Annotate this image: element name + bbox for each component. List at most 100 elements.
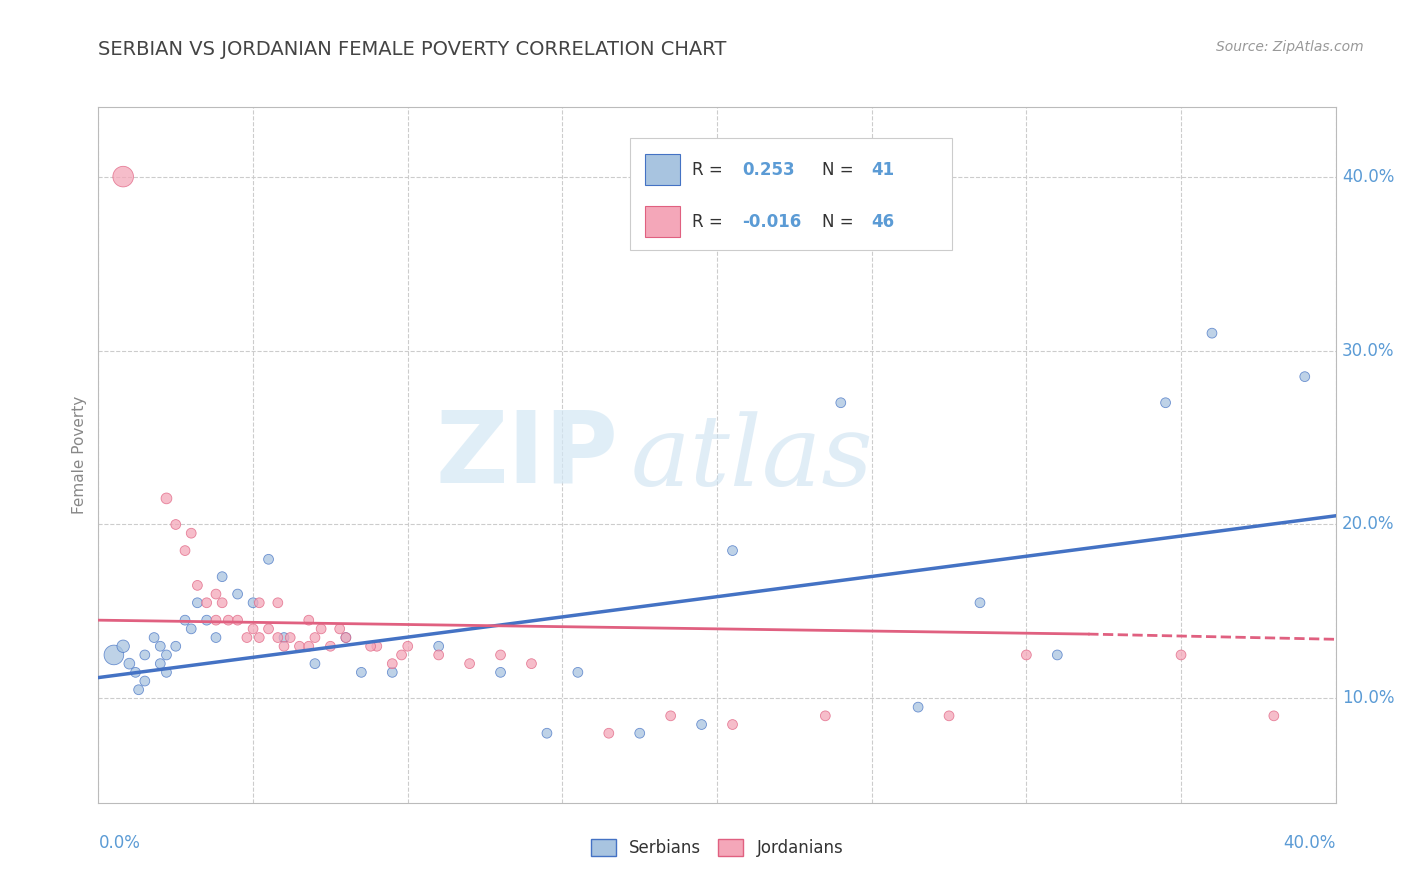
Point (174, 543, 197, 558)
FancyBboxPatch shape (630, 138, 952, 250)
Point (143, 631, 166, 645)
Point (458, 657, 481, 671)
Point (205, 587, 228, 601)
Point (217, 613, 239, 627)
Point (165, 639, 187, 653)
Point (134, 674, 156, 689)
Point (938, 708, 960, 723)
Legend: Serbians, Jordanians: Serbians, Jordanians (585, 832, 849, 864)
Y-axis label: Female Poverty: Female Poverty (72, 396, 87, 514)
Point (128, 682, 150, 697)
Text: 40.0%: 40.0% (1341, 168, 1395, 186)
Text: -0.016: -0.016 (742, 213, 801, 231)
Point (1294, 369, 1316, 384)
Point (112, 169, 135, 184)
Point (103, 648, 125, 662)
Point (211, 570, 233, 584)
Point (134, 648, 156, 662)
Point (1015, 648, 1038, 662)
Point (1170, 648, 1192, 662)
Point (124, 665, 146, 680)
Point (165, 517, 187, 532)
Point (247, 596, 270, 610)
Text: 20.0%: 20.0% (1341, 516, 1395, 533)
Point (489, 665, 512, 680)
Point (155, 648, 177, 662)
Point (257, 622, 280, 636)
Point (155, 491, 177, 506)
Point (814, 708, 837, 723)
Point (309, 622, 332, 636)
Point (690, 717, 713, 731)
Point (236, 631, 259, 645)
Point (381, 657, 404, 671)
Point (278, 631, 301, 645)
Point (267, 631, 290, 645)
Point (907, 700, 929, 714)
Text: ZIP: ZIP (436, 407, 619, 503)
Text: 10.0%: 10.0% (1341, 690, 1395, 707)
Point (149, 639, 172, 653)
Point (242, 596, 264, 610)
Point (721, 543, 744, 558)
Point (830, 395, 852, 409)
Point (335, 631, 357, 645)
Point (118, 657, 141, 671)
Point (350, 665, 373, 680)
Point (112, 639, 135, 653)
Text: 0.253: 0.253 (742, 161, 794, 178)
Point (969, 596, 991, 610)
Point (205, 613, 228, 627)
Point (567, 665, 589, 680)
Point (520, 657, 543, 671)
Point (205, 631, 228, 645)
Point (721, 717, 744, 731)
Point (195, 596, 218, 610)
Point (273, 631, 295, 645)
Point (396, 639, 419, 653)
Point (659, 708, 682, 723)
Text: R =: R = (692, 213, 723, 231)
Point (247, 631, 270, 645)
Point (149, 657, 172, 671)
Point (391, 648, 413, 662)
Point (366, 639, 388, 653)
Text: R =: R = (692, 161, 723, 178)
Point (427, 648, 450, 662)
Point (360, 639, 382, 653)
Point (381, 665, 404, 680)
Text: N =: N = (823, 213, 853, 231)
Point (1201, 326, 1223, 340)
Point (1046, 648, 1069, 662)
Point (226, 613, 249, 627)
Point (226, 587, 249, 601)
Text: N =: N = (823, 161, 853, 178)
Text: 46: 46 (872, 213, 894, 231)
Point (174, 613, 197, 627)
Bar (645, 154, 681, 186)
Point (267, 596, 290, 610)
Point (1263, 708, 1285, 723)
Point (186, 596, 208, 610)
Point (155, 665, 177, 680)
Point (298, 639, 321, 653)
Text: 0.0%: 0.0% (98, 834, 141, 852)
Text: Source: ZipAtlas.com: Source: ZipAtlas.com (1216, 40, 1364, 54)
Point (242, 622, 264, 636)
Point (1154, 395, 1177, 409)
Point (319, 639, 342, 653)
Point (257, 552, 280, 566)
Text: 41: 41 (872, 161, 894, 178)
Point (598, 726, 620, 740)
Point (427, 639, 450, 653)
Point (273, 639, 295, 653)
Text: 30.0%: 30.0% (1341, 342, 1395, 359)
Point (628, 726, 651, 740)
Point (180, 622, 202, 636)
Point (536, 726, 558, 740)
Point (489, 648, 512, 662)
Point (180, 526, 202, 541)
Point (304, 657, 326, 671)
Point (186, 578, 208, 592)
Text: SERBIAN VS JORDANIAN FEMALE POVERTY CORRELATION CHART: SERBIAN VS JORDANIAN FEMALE POVERTY CORR… (98, 40, 727, 59)
